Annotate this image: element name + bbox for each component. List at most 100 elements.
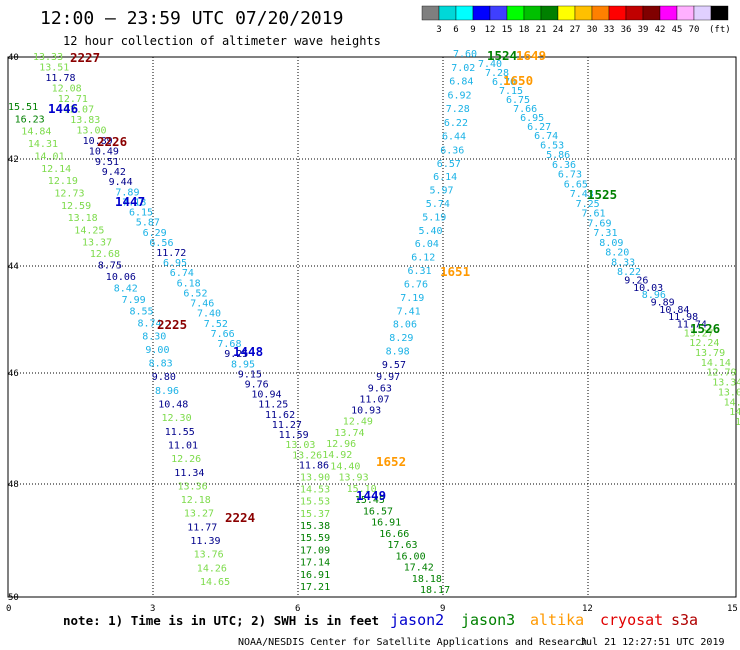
pass-label: 1448 [233,344,263,359]
wave-height-value: 14.53 [300,485,330,496]
wave-height-value: 8.55 [130,307,154,318]
wave-height-value: 7.99 [122,295,146,306]
wave-height-value: 8.83 [149,359,173,370]
wave-height-value: 11.98 [668,312,698,323]
wave-height-value: 6.74 [534,131,558,142]
map-subtitle: 12 hour collection of altimeter wave hei… [63,34,381,48]
wave-height-value: 7.60 [453,49,477,60]
wave-height-value: 8.96 [155,386,179,397]
wave-height-value: 5.87 [136,218,160,229]
wave-height-value: 11.59 [279,430,309,441]
pass-label: 1652 [376,454,406,469]
wave-height-value: 6.52 [183,289,207,300]
wave-height-value: 9.42 [102,167,126,178]
colorbar-swatch [710,5,729,21]
colorbar-label: 36 [621,25,632,35]
x-tick-label: 0 [6,604,11,614]
y-tick-label: 50 [8,593,19,603]
wave-height-value: 7.15 [499,86,523,97]
wave-height-value: 9.80 [152,372,176,383]
wave-height-value: 7.66 [211,329,235,340]
wave-height-value: 15.38 [300,521,330,532]
colorbar-label: 21 [536,25,547,35]
wave-height-value: 8.29 [389,333,413,344]
wave-height-value: 16.23 [15,114,45,125]
wave-height-value: 17.14 [300,558,330,569]
wave-height-value: 16.91 [300,570,330,581]
pass-label: 1650 [503,73,533,88]
pass-label: 1525 [587,187,617,202]
wave-height-value: 7.66 [513,104,537,115]
wave-height-value: 11.74 [677,319,707,330]
wave-height-value: 17.21 [300,582,330,593]
wave-height-value: 11.86 [299,460,329,471]
wave-height-value: 13.27 [684,328,714,339]
wave-height-value: 6.27 [527,122,551,133]
wave-height-value: 9.63 [368,383,392,394]
wave-height-value: 16.00 [396,551,426,562]
wave-height-value: 6.56 [149,238,173,249]
wave-height-value: 7.41 [397,306,421,317]
wave-height-value: 8.22 [617,267,641,278]
wave-height-value: 9.89 [651,298,675,309]
pass-label: 1449 [356,488,386,503]
wave-height-value: 5.97 [430,186,454,197]
wave-height-value: 14.0 [729,407,740,418]
wave-height-readings: 13.3313.5111.7812.0812.7112.0713.8313.00… [8,49,740,596]
wave-height-value: 7.68 [217,339,241,350]
timestamp-text: Jul 21 12:27:51 UTC 2019 [580,637,725,648]
wave-height-value: 10.03 [633,283,663,294]
plot-frame [7,56,737,598]
wave-height-value: 12.73 [54,189,84,200]
wave-height-value: 6.95 [520,113,544,124]
wave-height-value: 9.76 [245,380,269,391]
wave-height-value: 9.00 [145,345,169,356]
colorbar-swatch [608,5,627,21]
wave-height-value: 6.14 [433,172,457,183]
x-tick-label: 6 [295,604,300,614]
wave-height-value: 7.61 [582,209,606,220]
wave-height-value: 7.28 [446,104,470,115]
wave-height-value: 6.18 [177,278,201,289]
wave-height-value: 15.59 [300,533,330,544]
pass-label: 1651 [440,264,470,279]
colorbar-swatch [489,5,508,21]
wave-height-value: 11.78 [45,73,75,84]
wave-height-value: 7.02 [451,63,475,74]
wave-height-value: 10.84 [659,305,689,316]
colorbar-label: 24 [553,25,564,35]
wave-height-value: 6.65 [564,179,588,190]
colorbar-swatch [540,5,559,21]
wave-height-value: 13.18 [68,213,98,224]
colorbar-label: 27 [570,25,581,35]
wave-height-value: 8.06 [393,320,417,331]
pass-label: 1526 [690,321,720,336]
colorbar-swatch [421,5,440,21]
wave-height-value: 6.22 [444,118,468,129]
y-tick-label: 46 [8,369,19,379]
wave-height-value: 8.33 [611,257,635,268]
wave-height-value: 14.01 [35,151,65,162]
pass-label: 2227 [70,50,100,65]
footer-note: note: 1) Time is in UTC; 2) SWH is in fe… [63,613,379,628]
wave-height-value: 8.09 [599,238,623,249]
wave-height-value: 11.34 [174,468,204,479]
wave-height-value: 7.40 [478,59,502,70]
wave-height-value: 9.25 [224,349,248,360]
wave-height-value: 6.92 [448,90,472,101]
wave-height-value: 6.95 [163,258,187,269]
wave-height-value: 7.19 [400,293,424,304]
wave-height-value: 6.53 [540,141,564,152]
wave-height-value: 14.38 [724,397,740,408]
wave-height-value: 6.84 [449,77,473,88]
wave-height-value: 12.79 [707,368,737,379]
wave-height-value: 10.48 [158,400,188,411]
pass-label: 2225 [157,317,187,332]
colorbar-label: 9 [470,25,475,35]
wave-height-value: 14.65 [200,577,230,588]
wave-height-value: 6.76 [404,280,428,291]
wave-height-value: 15.45 [355,495,385,506]
wave-height-value: 14.31 [28,139,58,150]
colorbar-swatch [625,5,644,21]
